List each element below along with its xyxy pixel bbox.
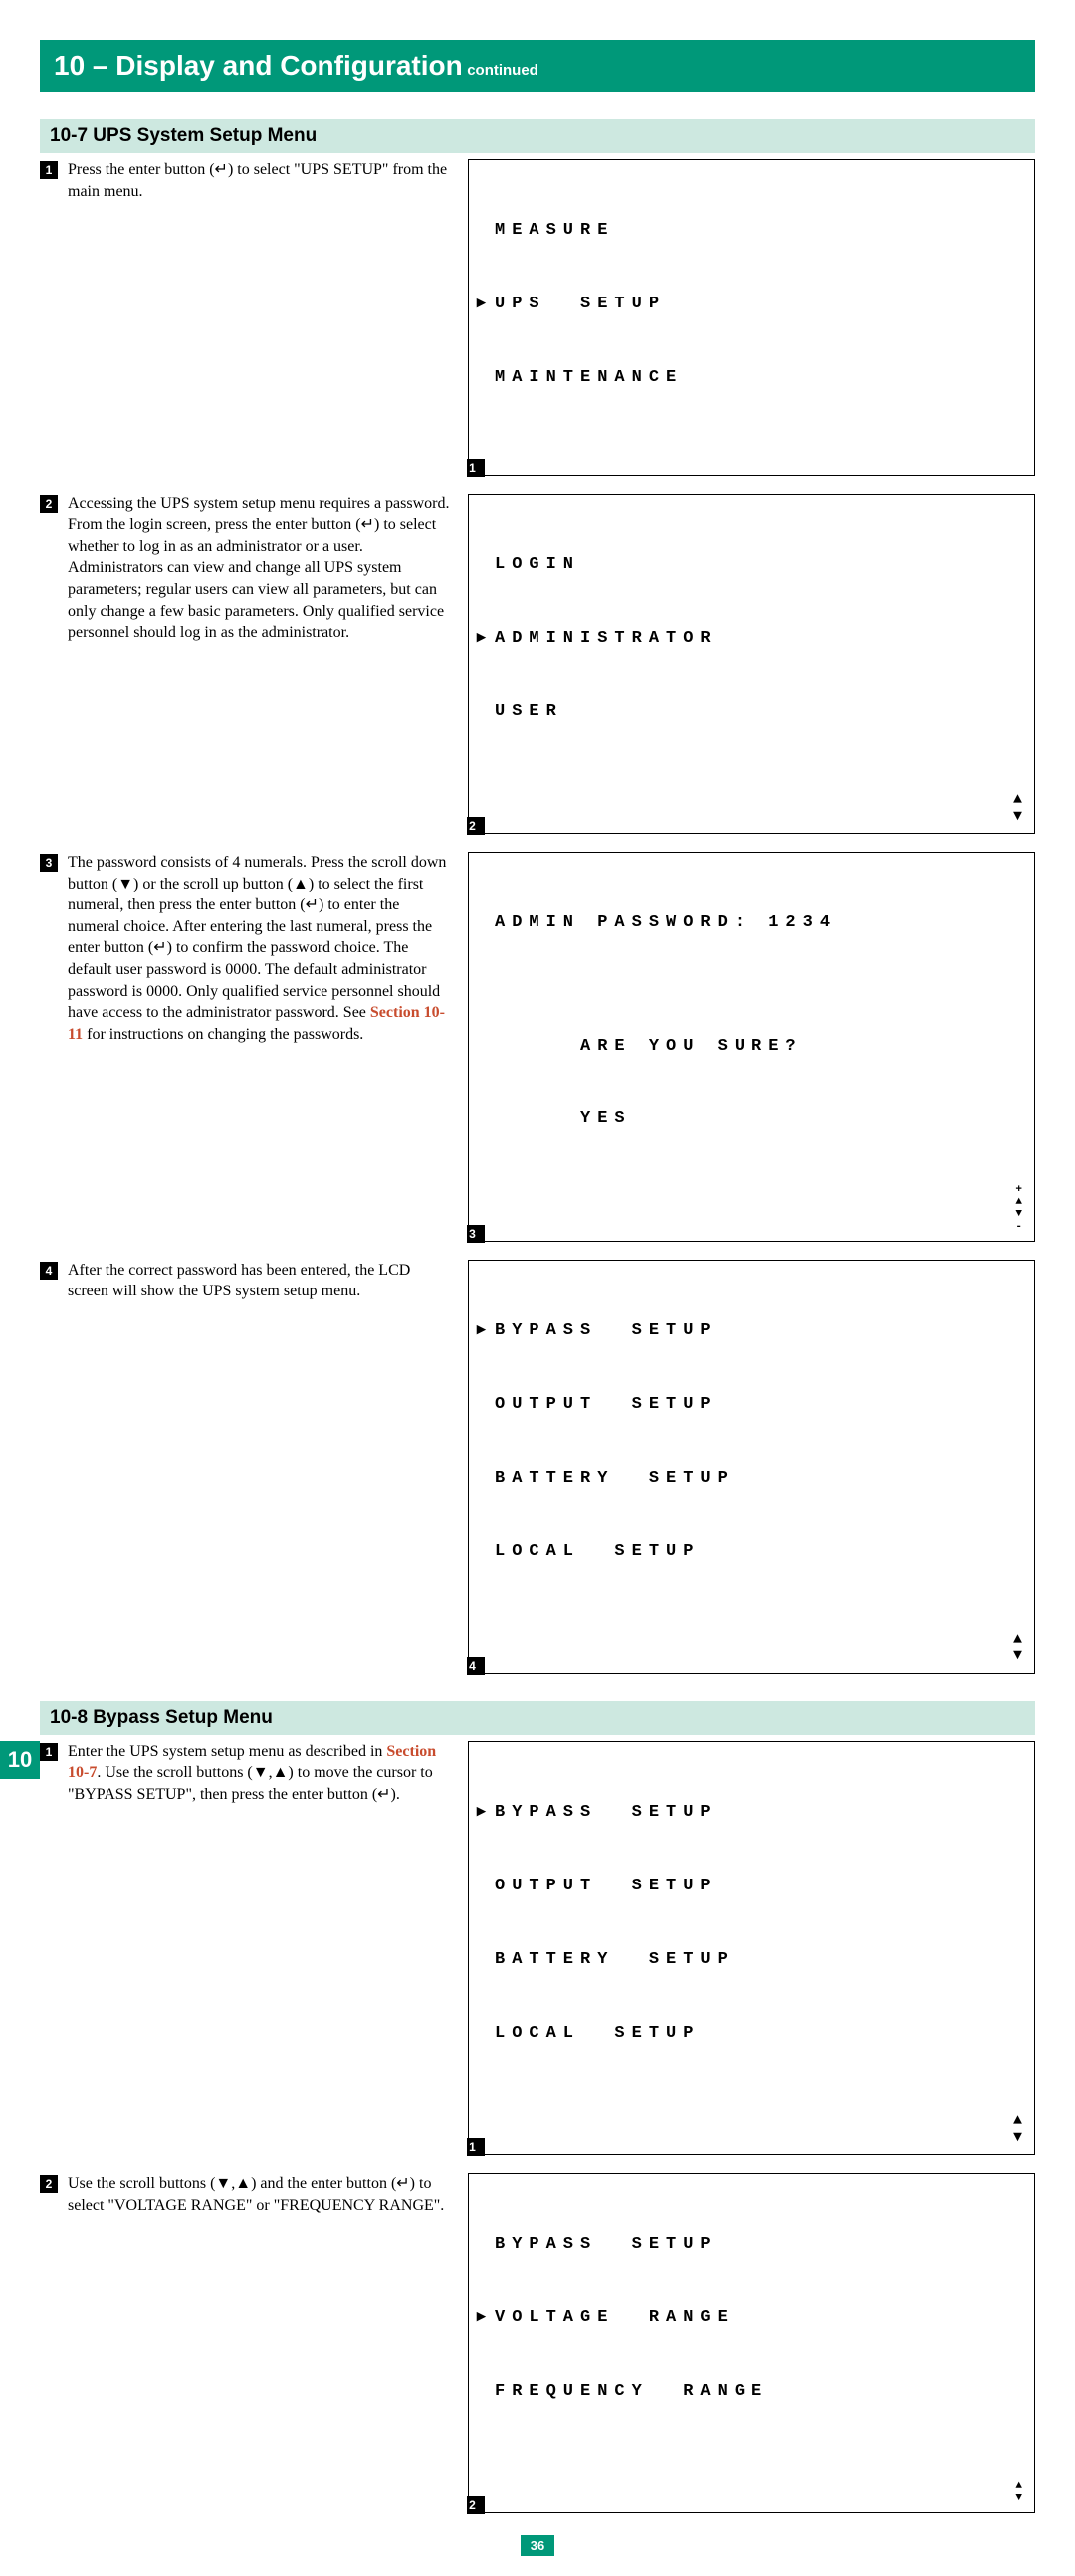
- step-row-107-3: 3 The password consists of 4 numerals. P…: [40, 852, 1035, 1242]
- page-number: 36: [521, 2535, 554, 2556]
- scroll-arrows-icon: ▲▼: [1013, 2113, 1022, 2146]
- step-text: Accessing the UPS system setup menu requ…: [68, 494, 450, 644]
- section-108-title: 10-8 Bypass Setup Menu: [40, 1701, 1035, 1735]
- scroll-arrows-icon: ▲▼: [1013, 792, 1022, 825]
- step-text: After the correct password has been ente…: [68, 1260, 450, 1302]
- lcd-screen-108-1: BYPASS SETUP OUTPUT SETUP BATTERY SETUP …: [468, 1741, 1035, 2155]
- scroll-arrows-icon: ▲▼: [1013, 1632, 1022, 1665]
- lcd-screen-107-1: MEASURE UPS SETUP MAINTENANCE 1: [468, 159, 1035, 476]
- step-text: The password consists of 4 numerals. Pre…: [68, 852, 450, 1045]
- enter-icon: ↵: [306, 896, 319, 913]
- screen-number: 4: [467, 1657, 485, 1675]
- section-107-title: 10-7 UPS System Setup Menu: [40, 119, 1035, 153]
- step-number: 2: [40, 2175, 58, 2193]
- screen-number: 1: [467, 2138, 485, 2156]
- screen-number: 1: [467, 459, 485, 477]
- screen-number: 2: [467, 2496, 485, 2514]
- step-text: Enter the UPS system setup menu as descr…: [68, 1741, 450, 1806]
- screen-number: 2: [467, 817, 485, 835]
- chapter-continued: continued: [467, 62, 538, 79]
- step-number: 4: [40, 1262, 58, 1280]
- lcd-screen-107-2: LOGIN ADMINISTRATOR USER ▲▼ 2: [468, 494, 1035, 834]
- screen-number: 3: [467, 1225, 485, 1243]
- step-number: 2: [40, 495, 58, 513]
- enter-icon: ↵: [361, 516, 374, 533]
- step-text: Press the enter button (↵) to select "UP…: [68, 159, 450, 202]
- step-text: Use the scroll buttons (▼,▲) and the ent…: [68, 2173, 450, 2216]
- enter-icon: ↵: [396, 2175, 409, 2192]
- enter-icon: ↵: [377, 1786, 390, 1803]
- step-number: 1: [40, 1743, 58, 1761]
- enter-icon: ↵: [215, 161, 228, 178]
- step-number: 1: [40, 161, 58, 179]
- chapter-header: 10 – Display and Configuration continued: [40, 40, 1035, 92]
- step-row-107-1: 1 Press the enter button (↵) to select "…: [40, 159, 1035, 476]
- step-row-107-4: 4 After the correct password has been en…: [40, 1260, 1035, 1674]
- lcd-screen-108-2: BYPASS SETUP VOLTAGE RANGE FREQUENCY RAN…: [468, 2173, 1035, 2513]
- chapter-title: 10 – Display and Configuration: [54, 50, 463, 81]
- step-row-108-1: 1 Enter the UPS system setup menu as des…: [40, 1741, 1035, 2155]
- step-row-107-2: 2 Accessing the UPS system setup menu re…: [40, 494, 1035, 834]
- enter-icon: ↵: [153, 939, 166, 956]
- step-number: 3: [40, 854, 58, 872]
- step-row-108-2: 2 Use the scroll buttons (▼,▲) and the e…: [40, 2173, 1035, 2513]
- chapter-side-tab: 10: [0, 1741, 40, 1779]
- scroll-arrows-icon: +▲▼-: [1015, 1184, 1022, 1232]
- lcd-screen-107-4: BYPASS SETUP OUTPUT SETUP BATTERY SETUP …: [468, 1260, 1035, 1674]
- scroll-arrows-icon: ▲▼: [1015, 2480, 1022, 2504]
- lcd-screen-107-3: ADMIN PASSWORD: 1234 ARE YOU SURE? YES +…: [468, 852, 1035, 1242]
- page-number-container: 36: [40, 2535, 1035, 2556]
